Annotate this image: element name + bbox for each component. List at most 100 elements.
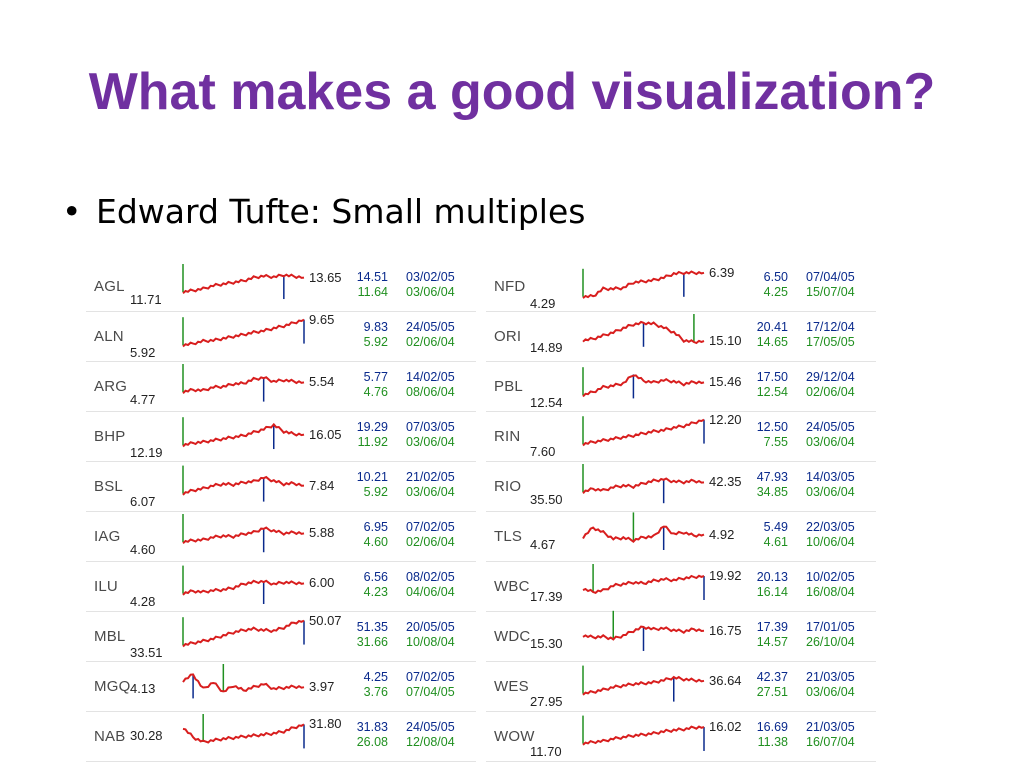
stock-row: ORI 14.89 15.10 20.41 17/12/04 14.65 17/05/05 [486, 312, 876, 362]
high-date: 14/03/05 [806, 470, 855, 484]
sparkline [182, 364, 305, 402]
end-value: 13.65 [309, 269, 342, 285]
end-value: 42.35 [709, 474, 742, 490]
high-value: 19.29 [356, 420, 388, 434]
row-divider [86, 411, 476, 412]
start-value: 11.70 [530, 743, 562, 759]
price-line [182, 526, 305, 545]
sparkline [182, 317, 305, 348]
start-value: 4.67 [530, 537, 556, 553]
sparkline [582, 715, 705, 751]
high-date: 21/02/05 [406, 470, 455, 484]
low-date: 16/07/04 [806, 735, 855, 749]
price-line [182, 619, 305, 648]
price-line [182, 579, 305, 596]
stock-row: BHP 12.19 16.05 19.29 07/03/05 11.92 03/06/04 [86, 412, 476, 462]
low-date: 12/08/04 [406, 735, 455, 749]
low-value: 11.92 [357, 435, 388, 449]
high-value: 6.95 [363, 520, 388, 534]
ticker-label: MBL [94, 628, 126, 645]
low-date: 04/06/04 [406, 585, 455, 599]
sparkline [182, 264, 305, 300]
low-value: 4.76 [363, 385, 388, 399]
low-date: 08/06/04 [406, 385, 455, 399]
stock-row: NFD 4.29 6.39 6.50 07/04/05 4.25 15/07/04 [486, 262, 876, 312]
price-line [182, 422, 305, 448]
stock-row: NAB 30.28 31.80 31.83 24/05/05 26.08 12/08/04 [86, 712, 476, 762]
price-line [182, 475, 305, 496]
ticker-label: ALN [94, 328, 124, 345]
sparkline [582, 610, 705, 651]
stock-row: WOW 11.70 16.02 16.69 21/03/05 11.38 16/07/04 [486, 712, 876, 762]
sparkline [582, 268, 705, 299]
stock-row: WBC 17.39 19.92 20.13 10/02/05 16.14 16/08/04 [486, 562, 876, 612]
high-value: 10.21 [356, 470, 388, 484]
stock-row: BSL 6.07 7.84 10.21 21/02/05 5.92 03/06/04 [86, 462, 476, 512]
price-line [582, 725, 705, 746]
price-line [582, 270, 705, 299]
high-value: 6.56 [363, 570, 388, 584]
ticker-label: ARG [94, 378, 128, 395]
start-value: 30.28 [130, 727, 163, 743]
high-value: 42.37 [756, 670, 788, 684]
end-value: 31.80 [309, 716, 342, 732]
low-date: 03/06/04 [406, 285, 455, 299]
low-value: 3.76 [363, 685, 388, 699]
row-divider [486, 311, 876, 312]
start-value: 27.95 [530, 693, 563, 709]
sparkline [182, 514, 305, 553]
low-date: 17/05/05 [806, 335, 855, 349]
price-line [182, 318, 305, 348]
ticker-label: WBC [494, 578, 530, 595]
high-value: 14.51 [356, 270, 388, 284]
high-value: 16.69 [756, 720, 788, 734]
stock-row: TLS 4.67 4.92 5.49 22/03/05 4.61 10/06/04 [486, 512, 876, 562]
low-date: 03/06/04 [806, 685, 855, 699]
start-value: 12.54 [530, 395, 563, 411]
low-date: 03/06/04 [406, 435, 455, 449]
sparkline [182, 664, 305, 699]
high-date: 14/02/05 [406, 370, 455, 384]
start-value: 7.60 [530, 444, 556, 460]
end-value: 3.97 [309, 679, 335, 695]
row-divider [86, 361, 476, 362]
low-date: 16/08/04 [806, 585, 855, 599]
low-value: 14.65 [756, 335, 788, 349]
high-value: 47.93 [756, 470, 788, 484]
start-value: 4.13 [130, 680, 156, 696]
row-divider [86, 661, 476, 662]
row-divider [86, 461, 476, 462]
bullet-text: Edward Tufte: Small multiples [96, 192, 586, 231]
ticker-label: TLS [494, 528, 523, 545]
high-date: 24/05/05 [806, 420, 855, 434]
low-value: 4.61 [763, 535, 788, 549]
low-value: 5.92 [363, 335, 388, 349]
low-date: 15/07/04 [806, 285, 855, 299]
stock-row: ILU 4.28 6.00 6.56 08/02/05 4.23 04/06/04 [86, 562, 476, 612]
low-date: 03/06/04 [806, 485, 855, 499]
start-value: 33.51 [130, 645, 163, 661]
row-divider [486, 411, 876, 412]
stock-row: RIO 35.50 42.35 47.93 14/03/05 34.85 03/06/04 [486, 462, 876, 512]
ticker-label: IAG [94, 528, 121, 545]
sparkline [582, 314, 705, 347]
stock-row: PBL 12.54 15.46 17.50 29/12/04 12.54 02/06/04 [486, 362, 876, 412]
high-date: 17/12/04 [806, 320, 855, 334]
price-line [182, 273, 305, 295]
ticker-label: RIN [494, 428, 521, 445]
start-value: 35.50 [530, 492, 563, 507]
sparkline [582, 564, 705, 600]
sparkline [182, 714, 305, 749]
sparkline [582, 512, 705, 550]
end-value: 16.05 [309, 426, 342, 442]
stock-row: WES 27.95 36.64 42.37 21/03/05 27.51 03/06/04 [486, 662, 876, 712]
price-line [582, 477, 705, 494]
ticker-label: WES [494, 678, 529, 695]
high-date: 29/12/04 [806, 370, 855, 384]
low-date: 07/04/05 [406, 685, 455, 699]
price-line [582, 418, 705, 447]
stock-row: MGQ 4.13 3.97 4.25 07/02/05 3.76 07/04/05 [86, 662, 476, 712]
row-divider [486, 661, 876, 662]
low-value: 34.85 [756, 485, 788, 499]
sparkline [582, 464, 705, 504]
